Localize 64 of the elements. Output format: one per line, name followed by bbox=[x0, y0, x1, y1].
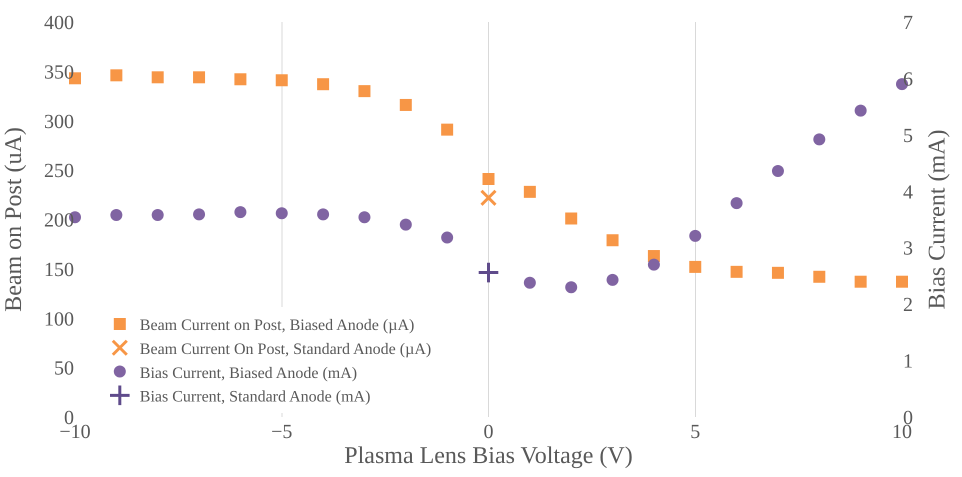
point bbox=[276, 207, 288, 220]
y-tick-label: 100 bbox=[44, 308, 74, 330]
point bbox=[317, 208, 330, 220]
y2-tick-label: 6 bbox=[903, 68, 913, 90]
point bbox=[854, 104, 867, 117]
point bbox=[813, 270, 826, 283]
y2-tick-label: 2 bbox=[903, 294, 913, 316]
point bbox=[854, 276, 867, 288]
legend-label: Bias Current, Biased Anode (mA) bbox=[140, 364, 358, 382]
point bbox=[193, 208, 206, 220]
y-tick-label: 150 bbox=[44, 258, 74, 281]
point bbox=[606, 274, 619, 286]
y-tick-label: 300 bbox=[44, 110, 74, 133]
point bbox=[689, 230, 702, 242]
y-axis-title: Beam on Post (uA) bbox=[1, 127, 28, 312]
point bbox=[480, 189, 497, 206]
point bbox=[772, 266, 784, 279]
point bbox=[648, 258, 660, 271]
point bbox=[524, 276, 536, 289]
point bbox=[606, 234, 619, 246]
point bbox=[276, 74, 288, 86]
point bbox=[152, 71, 164, 84]
point bbox=[441, 232, 454, 244]
point bbox=[689, 260, 702, 273]
legend-label: Beam Current on Post, Biased Anode (µA) bbox=[140, 317, 414, 334]
point bbox=[110, 69, 122, 82]
point bbox=[730, 266, 743, 278]
x-tick-label: 5 bbox=[690, 421, 700, 443]
point bbox=[441, 124, 454, 136]
point bbox=[730, 197, 743, 210]
point bbox=[358, 85, 370, 98]
point bbox=[482, 173, 494, 186]
point bbox=[234, 73, 246, 86]
x-tick-label: −5 bbox=[271, 421, 292, 443]
y-tick-label: 400 bbox=[44, 12, 74, 34]
y-tick-label: 350 bbox=[44, 61, 74, 84]
y2-tick-label: 4 bbox=[903, 181, 913, 204]
y2-tick-label: 5 bbox=[903, 124, 913, 147]
y2-tick-label: 1 bbox=[903, 350, 913, 373]
point bbox=[358, 211, 370, 224]
point bbox=[565, 281, 578, 294]
point bbox=[565, 212, 578, 225]
point bbox=[400, 98, 412, 111]
point bbox=[813, 133, 826, 146]
legend-label: Bias Current, Standard Anode (mA) bbox=[140, 388, 370, 406]
point bbox=[234, 206, 246, 218]
point bbox=[193, 71, 206, 84]
point bbox=[524, 186, 536, 198]
point bbox=[896, 276, 908, 288]
point bbox=[317, 78, 330, 90]
y2-tick-label: 3 bbox=[903, 238, 913, 260]
point bbox=[152, 208, 164, 221]
y2-tick-label: 7 bbox=[903, 12, 913, 34]
x-axis-title: Plasma Lens Bias Voltage (V) bbox=[344, 443, 633, 469]
point bbox=[772, 164, 784, 177]
y-tick-label: 250 bbox=[44, 160, 74, 182]
point bbox=[110, 208, 122, 221]
point bbox=[400, 218, 412, 231]
point bbox=[477, 261, 500, 284]
y2-axis-title: Bias Current (mA) bbox=[924, 130, 950, 310]
y-tick-label: 50 bbox=[54, 358, 74, 380]
x-tick-label: 0 bbox=[484, 421, 494, 443]
y-tick-label: 200 bbox=[44, 210, 74, 232]
legend-label: Beam Current On Post, Standard Anode (µA) bbox=[140, 340, 432, 358]
